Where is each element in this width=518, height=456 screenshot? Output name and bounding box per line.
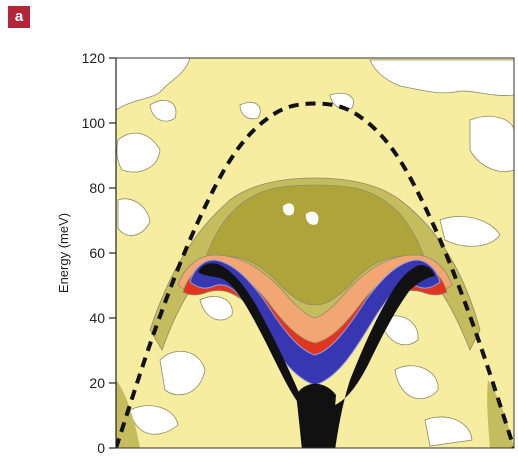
y-axis-ticks: 0 20 40 60 80 100 120 <box>82 50 116 456</box>
plot-area <box>116 58 514 448</box>
core-speckles <box>282 203 319 225</box>
y-axis-title: Energy (meV) <box>56 213 71 293</box>
low-intensity-patches <box>116 58 514 447</box>
y-tick-label: 40 <box>89 310 105 326</box>
black-gamma-region <box>296 383 336 448</box>
dispersion-dashed-line <box>116 101 514 448</box>
panel-label: a <box>8 6 30 28</box>
y-tick-label: 20 <box>89 375 105 391</box>
y-tick-label: 100 <box>82 115 106 131</box>
y-tick-label: 60 <box>89 245 105 261</box>
y-tick-label: 120 <box>82 50 106 66</box>
y-tick-label: 0 <box>97 440 105 456</box>
black-peak-region <box>198 263 435 448</box>
y-tick-label: 80 <box>89 180 105 196</box>
